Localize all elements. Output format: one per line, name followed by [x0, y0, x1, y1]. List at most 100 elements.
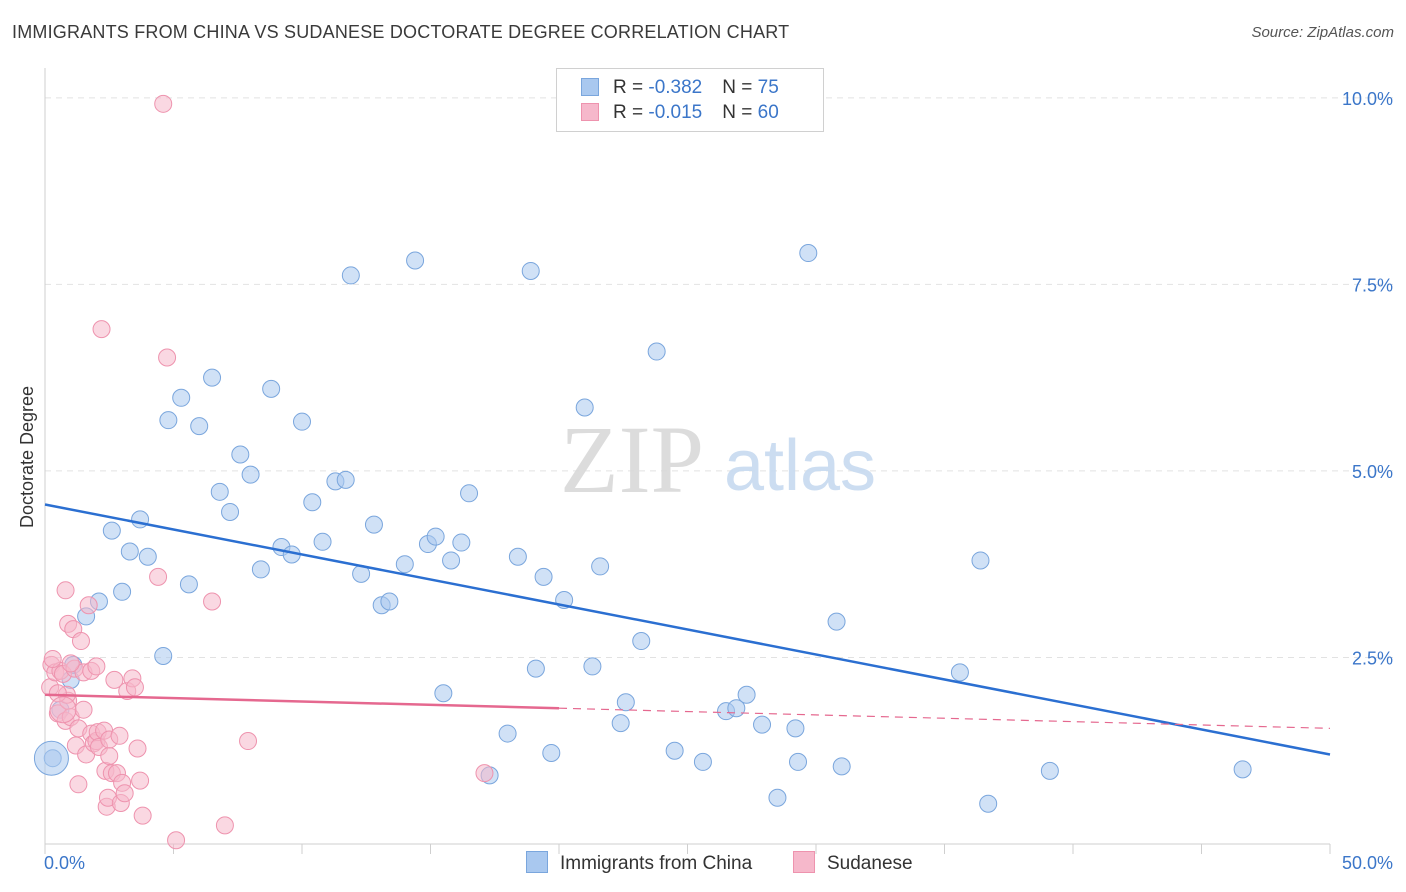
sudanese-point — [131, 771, 150, 790]
legend-n-value: 60 — [757, 102, 779, 123]
china-point — [575, 398, 594, 417]
china-point — [172, 388, 191, 407]
sudanese-point — [56, 581, 75, 600]
china-point — [179, 575, 198, 594]
sudanese-point — [239, 732, 258, 751]
legend-n-label: N = — [722, 102, 758, 123]
china-point — [452, 533, 471, 552]
legend-n-value: 75 — [757, 77, 779, 98]
china-point — [120, 542, 139, 561]
legend-n-label: N = — [722, 77, 758, 98]
sudanese-point — [43, 649, 62, 668]
china-point — [591, 557, 610, 576]
sudanese-point — [133, 806, 152, 825]
data-points — [33, 94, 1252, 850]
sudanese-point — [115, 784, 134, 803]
china-point — [971, 551, 990, 570]
china-point — [221, 502, 240, 521]
china-point — [303, 493, 322, 512]
china-point — [534, 567, 553, 586]
sudanese-point — [69, 775, 88, 794]
china-point — [251, 560, 270, 579]
china-point — [336, 470, 355, 489]
china-point — [611, 714, 630, 733]
legend-row-sudanese: R = -0.015 N = 60 — [581, 102, 779, 126]
china-point — [460, 484, 479, 503]
bottom-legend-swatch-china — [526, 851, 548, 873]
sudanese-trend-line — [44, 693, 560, 710]
china-point — [647, 342, 666, 361]
china-point — [616, 693, 635, 712]
bottom-legend-sudanese: Sudanese — [793, 851, 913, 875]
sudanese-point — [154, 94, 173, 113]
china-point — [786, 719, 805, 738]
china-point — [737, 685, 756, 704]
source-label: Source: ZipAtlas.com — [1251, 24, 1394, 41]
china-point — [293, 412, 311, 431]
sudanese-point — [105, 670, 124, 689]
sudanese-trend-extension — [558, 707, 1331, 729]
trend-lines — [44, 503, 1331, 756]
china-point — [159, 411, 178, 430]
china-point — [442, 551, 461, 570]
china-point — [508, 547, 527, 566]
grid-lines — [45, 97, 1394, 658]
china-point — [380, 592, 399, 611]
legend-r-value: -0.382 — [648, 77, 703, 98]
china-point — [768, 788, 787, 807]
china-point — [665, 741, 684, 760]
sudanese-point — [61, 654, 80, 673]
legend-r-label: R = — [613, 77, 649, 98]
legend-swatch-china — [581, 78, 599, 96]
china-point — [521, 261, 540, 280]
legend-r-value: -0.015 — [648, 102, 703, 123]
sudanese-point — [48, 684, 67, 703]
sudanese-point — [475, 764, 494, 783]
china-point-large — [33, 740, 69, 776]
sudanese-point — [110, 726, 129, 745]
china-point — [693, 752, 712, 771]
bottom-legend-label-china: Immigrants from China — [560, 853, 753, 874]
china-point — [364, 515, 383, 534]
sudanese-point — [79, 596, 98, 615]
tick-labels: 2.5% 5.0% 7.5% 10.0% 0.0% 50.0% — [44, 89, 1393, 873]
x-tick-label: 0.0% — [44, 853, 85, 873]
sudanese-point — [125, 678, 144, 697]
china-point — [426, 527, 445, 546]
y-axis-title: Doctorate Degree — [17, 386, 37, 528]
watermark-atlas: atlas — [724, 426, 876, 506]
sudanese-point — [74, 700, 93, 719]
axes — [44, 68, 1331, 854]
sudanese-point — [71, 632, 90, 651]
china-point — [789, 752, 808, 771]
sudanese-point — [149, 567, 168, 586]
china-point — [406, 251, 425, 270]
china-point — [190, 417, 209, 436]
sudanese-point-large — [49, 696, 77, 724]
china-point — [950, 663, 969, 682]
sudanese-point — [87, 657, 106, 676]
china-point — [1233, 760, 1252, 779]
legend-row-china: R = -0.382 N = 75 — [581, 77, 779, 101]
china-point — [979, 794, 998, 813]
y-tick-label: 5.0% — [1352, 462, 1393, 482]
china-point — [632, 632, 651, 651]
china-point — [434, 684, 453, 703]
correlation-legend: R = -0.382 N = 75 R = -0.015 N = 60 — [556, 68, 824, 132]
bottom-legend-china: Immigrants from China — [526, 851, 752, 875]
china-trend-line — [44, 503, 1331, 756]
china-point — [395, 555, 414, 574]
sudanese-point — [158, 348, 177, 367]
sudanese-point — [92, 320, 111, 339]
china-point — [313, 532, 332, 551]
sudanese-point — [215, 816, 234, 835]
watermark-zip: ZIP — [560, 406, 704, 513]
y-tick-label: 10.0% — [1342, 89, 1393, 109]
sudanese-point — [100, 746, 119, 765]
sudanese-point — [128, 739, 147, 758]
bottom-legend-swatch-sudanese — [793, 851, 815, 873]
legend-r-label: R = — [613, 102, 649, 123]
china-point — [138, 547, 157, 566]
china-point — [827, 612, 846, 631]
